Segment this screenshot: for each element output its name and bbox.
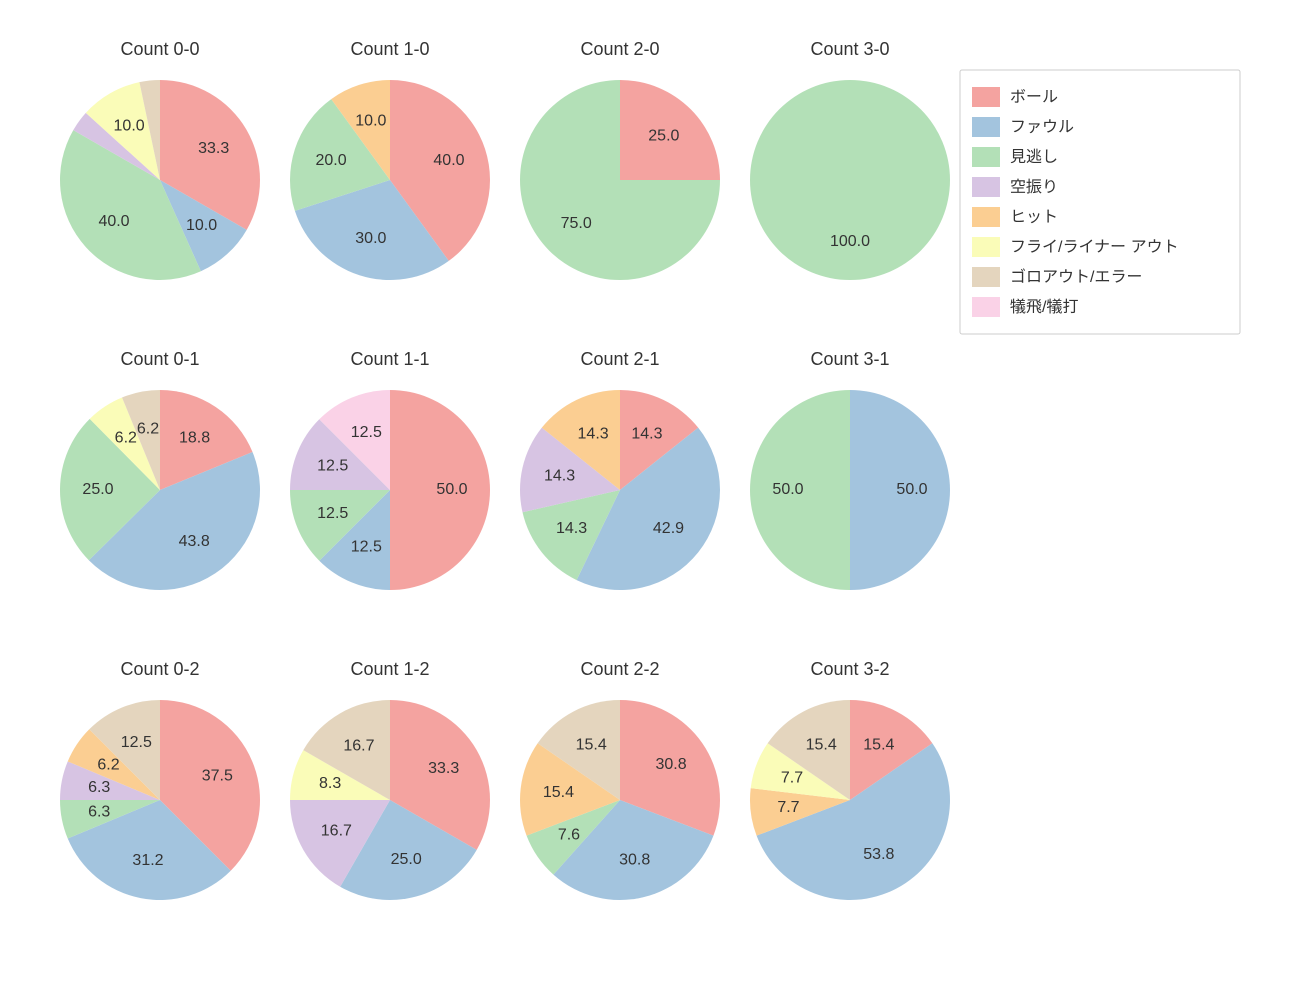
pie-slice-label: 10.0 bbox=[355, 112, 386, 129]
legend-label: ヒット bbox=[1010, 209, 1058, 226]
pie-chart: Count 1-150.012.512.512.512.5 bbox=[290, 349, 490, 590]
pie-slice-label: 15.4 bbox=[806, 736, 837, 753]
pie-chart: Count 2-0 25.0 75.0 bbox=[520, 39, 720, 280]
pie-slice-label: 15.4 bbox=[576, 736, 607, 753]
pie-slice-label: 33.3 bbox=[198, 140, 229, 157]
pie-chart: Count 2-1 14.3 42.9 14.3 14.3 14.3 bbox=[520, 349, 720, 590]
pie-slice-label: 14.3 bbox=[631, 425, 662, 442]
pie-slice-label: 43.8 bbox=[179, 533, 210, 550]
legend-swatch bbox=[972, 237, 1000, 257]
legend-label: 見逃し bbox=[1010, 148, 1058, 166]
pie-slice-label: 12.5 bbox=[317, 505, 348, 522]
pie-slice-label: 53.8 bbox=[863, 846, 894, 863]
pie-slice-label: 20.0 bbox=[315, 152, 346, 169]
pie-title: Count 2-0 bbox=[580, 39, 659, 59]
legend-swatch bbox=[972, 117, 1000, 137]
pie-slice-label: 10.0 bbox=[186, 217, 217, 234]
pie-title: Count 2-1 bbox=[580, 349, 659, 369]
pie-slice-label: 6.2 bbox=[137, 420, 159, 437]
legend-swatch bbox=[972, 177, 1000, 197]
pie-slice-label: 7.6 bbox=[558, 826, 580, 843]
legend-frame bbox=[960, 70, 1240, 334]
pie-title: Count 0-2 bbox=[120, 659, 199, 679]
pie-chart: Count 3-1 50.0 50.0 bbox=[750, 349, 950, 590]
pie-title: Count 0-0 bbox=[120, 39, 199, 59]
pie-chart: Count 2-2 30.8 30.8 7.6 15.4 15.4 bbox=[520, 659, 720, 900]
pie-title: Count 3-2 bbox=[810, 659, 889, 679]
pie-chart: Count 3-215.453.87.77.715.4 bbox=[750, 659, 950, 900]
pie-slice-label: 100.0 bbox=[830, 233, 870, 250]
pie-title: Count 1-0 bbox=[350, 39, 429, 59]
pie-title: Count 3-1 bbox=[810, 349, 889, 369]
pie-slice-label: 12.5 bbox=[351, 424, 382, 441]
pie-slice-label: 30.0 bbox=[355, 230, 386, 247]
pie-slice-label: 30.8 bbox=[655, 756, 686, 773]
pie-slice-label: 12.5 bbox=[121, 734, 152, 751]
pie-slice-label: 31.2 bbox=[132, 852, 163, 869]
pie-slice-label: 50.0 bbox=[896, 481, 927, 498]
pie-slice-label: 15.4 bbox=[543, 784, 574, 801]
pie-slice-label: 6.2 bbox=[115, 430, 137, 447]
pie-chart: Count 0-2 37.5 31.2 6.3 6.3 6.212.5 bbox=[60, 659, 260, 900]
pie-slice-label: 25.0 bbox=[648, 127, 679, 144]
legend-label: ボール bbox=[1010, 89, 1058, 106]
pie-slice-label: 6.3 bbox=[88, 779, 110, 796]
pie-slice-label: 37.5 bbox=[202, 767, 233, 784]
legend-swatch bbox=[972, 147, 1000, 167]
pie-chart: Count 3-0 100.0 bbox=[750, 39, 950, 280]
pie-slice-label: 7.7 bbox=[781, 769, 803, 786]
pie-slice-label: 75.0 bbox=[561, 215, 592, 232]
legend-swatch bbox=[972, 87, 1000, 107]
pie-slice-label: 12.5 bbox=[351, 538, 382, 555]
pie-slice-label: 12.5 bbox=[317, 457, 348, 474]
pie-chart: Count 0-0 33.3 10.0 40.0 10.0 bbox=[60, 39, 260, 280]
pie-slice-label: 40.0 bbox=[433, 152, 464, 169]
pie-chart: Count 1-2 33.3 25.0 16.7 8.3 16.7 bbox=[290, 659, 490, 900]
pie-slice-label: 30.8 bbox=[619, 851, 650, 868]
pie-slice-label: 6.3 bbox=[88, 803, 110, 820]
legend-label: ゴロアウト/エラー bbox=[1010, 268, 1142, 286]
legend-label: 犠飛/犠打 bbox=[1010, 298, 1078, 316]
pie-slice-label: 42.9 bbox=[653, 520, 684, 537]
legend: ボールファウル見逃し空振りヒットフライ/ライナー アウトゴロアウト/エラー犠飛/… bbox=[960, 70, 1240, 334]
legend-label: 空振り bbox=[1010, 178, 1058, 196]
pie-title: Count 2-2 bbox=[580, 659, 659, 679]
chart-canvas: Count 0-0 33.3 10.0 40.0 10.0 Count 1-0 40.0 30… bbox=[0, 0, 1300, 1000]
pie-title: Count 1-2 bbox=[350, 659, 429, 679]
legend-swatch bbox=[972, 267, 1000, 287]
pie-slice-label: 25.0 bbox=[391, 851, 422, 868]
pie-slice-label: 7.7 bbox=[777, 799, 799, 816]
legend-label: ファウル bbox=[1010, 119, 1074, 136]
pie-chart: Count 0-1 18.8 43.8 25.0 6.26.2 bbox=[60, 349, 260, 590]
pie-slice-label: 50.0 bbox=[436, 481, 467, 498]
legend-label: フライ/ライナー アウト bbox=[1010, 239, 1179, 256]
svg-root: Count 0-0 33.3 10.0 40.0 10.0 Count 1-0 40.0 30… bbox=[0, 0, 1300, 1000]
pie-slice-label: 14.3 bbox=[556, 520, 587, 537]
pie-chart: Count 1-0 40.0 30.0 20.0 10.0 bbox=[290, 39, 490, 280]
pie-title: Count 3-0 bbox=[810, 39, 889, 59]
pie-slice-label: 14.3 bbox=[578, 425, 609, 442]
pie-title: Count 1-1 bbox=[350, 349, 429, 369]
pie-slice-label: 16.7 bbox=[343, 738, 374, 755]
pie-slice-label: 18.8 bbox=[179, 430, 210, 447]
pie-slice-label: 14.3 bbox=[544, 467, 575, 484]
pie-slice-label: 40.0 bbox=[98, 213, 129, 230]
pie-slice-label: 10.0 bbox=[114, 117, 145, 134]
pie-slice-label: 15.4 bbox=[863, 736, 894, 753]
pie-slice-label: 6.2 bbox=[97, 757, 119, 774]
legend-swatch bbox=[972, 297, 1000, 317]
pie-slice-label: 8.3 bbox=[319, 775, 341, 792]
pie-slice-label: 16.7 bbox=[321, 822, 352, 839]
pie-slice-label: 50.0 bbox=[772, 481, 803, 498]
pie-title: Count 0-1 bbox=[120, 349, 199, 369]
pie-slice-label: 33.3 bbox=[428, 760, 459, 777]
pie-slice-label: 25.0 bbox=[82, 481, 113, 498]
legend-swatch bbox=[972, 207, 1000, 227]
